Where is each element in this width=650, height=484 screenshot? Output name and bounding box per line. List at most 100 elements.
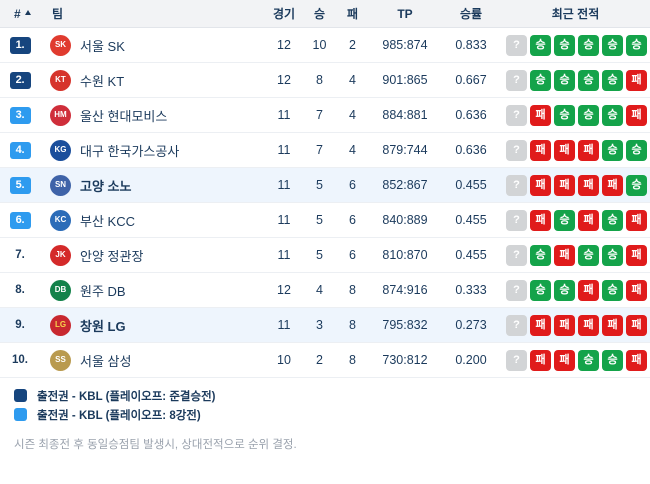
form-badge-win[interactable]: 승	[554, 69, 575, 91]
form-badge-loss[interactable]: 패	[530, 104, 551, 126]
table-row[interactable]: 2. KT 수원 KT 12 8 4 901:865 0.667? 승 승 승 승 패	[0, 63, 650, 98]
wins-value: 7	[316, 108, 323, 122]
form-badge-loss[interactable]: 패	[578, 279, 599, 301]
team-name: 대구 한국가스공사	[80, 143, 180, 159]
form-badge-win[interactable]: 승	[602, 104, 623, 126]
team-cell[interactable]: KC 부산 KCC	[40, 209, 265, 231]
form-badge-loss[interactable]: 패	[626, 279, 647, 301]
column-header-games[interactable]: 경기	[265, 0, 303, 28]
form-badge-win[interactable]: 승	[578, 349, 599, 371]
table-row[interactable]: 1. SK 서울 SK 12 10 2 985:874 0.833? 승 승 승 승 승	[0, 28, 650, 63]
form-badge-win[interactable]: 승	[554, 279, 575, 301]
column-header-win-pct[interactable]: 승률	[441, 0, 501, 28]
form-badge-loss[interactable]: 패	[626, 69, 647, 91]
form-badge-win[interactable]: 승	[578, 34, 599, 56]
form-badge-win[interactable]: 승	[530, 34, 551, 56]
form-badge-win[interactable]: 승	[626, 139, 647, 161]
form-badge-loss[interactable]: 패	[554, 174, 575, 196]
form-badge-unknown[interactable]: ?	[506, 279, 527, 301]
team-cell[interactable]: LG 창원 LG	[40, 314, 265, 336]
form-badge-loss[interactable]: 패	[626, 349, 647, 371]
form-badge-loss[interactable]: 패	[530, 314, 551, 336]
team-cell[interactable]: JK 안양 정관장	[40, 244, 265, 266]
column-header-wins-label: 승	[313, 7, 326, 21]
form-badge-win[interactable]: 승	[578, 104, 599, 126]
form-badge-loss[interactable]: 패	[554, 139, 575, 161]
games-value: 11	[277, 318, 291, 332]
tp-value: 884:881	[382, 108, 428, 122]
table-row[interactable]: 7. JK 안양 정관장 11 5 6 810:870 0.455? 승 패 승 승 패	[0, 238, 650, 273]
form-badge-win[interactable]: 승	[602, 139, 623, 161]
games-value: 12	[277, 73, 291, 87]
form-badge-loss[interactable]: 패	[530, 174, 551, 196]
column-header-team[interactable]: 팀	[40, 0, 265, 28]
form-badge-loss[interactable]: 패	[554, 244, 575, 266]
form-badge-loss[interactable]: 패	[626, 314, 647, 336]
form-badge-loss[interactable]: 패	[626, 244, 647, 266]
form-badge-win[interactable]: 승	[626, 34, 647, 56]
table-row[interactable]: 4. KG 대구 한국가스공사 11 7 4 879:744 0.636? 패 패 패 승 승	[0, 133, 650, 168]
form-badge-win[interactable]: 승	[602, 209, 623, 231]
form-badge-unknown[interactable]: ?	[506, 34, 527, 56]
team-cell[interactable]: DB 원주 DB	[40, 279, 265, 301]
form-badge-loss[interactable]: 패	[554, 349, 575, 371]
column-header-wins[interactable]: 승	[303, 0, 336, 28]
column-header-tp-label: TP	[397, 6, 413, 21]
table-row[interactable]: 10. SS 서울 삼성 10 2 8 730:812 0.200? 패 패 승 승 패	[0, 343, 650, 378]
form-badge-loss[interactable]: 패	[554, 314, 575, 336]
form-badge-unknown[interactable]: ?	[506, 314, 527, 336]
form-badge-loss[interactable]: 패	[602, 174, 623, 196]
form-badge-win[interactable]: 승	[626, 174, 647, 196]
table-row[interactable]: 3. HM 울산 현대모비스 11 7 4 884:881 0.636? 패 승 승 승 패	[0, 98, 650, 133]
form-badge-loss[interactable]: 패	[626, 104, 647, 126]
sort-ascending-arrow-icon[interactable]	[24, 10, 31, 15]
table-row[interactable]: 6. KC 부산 KCC 11 5 6 840:889 0.455? 패 승 패 승 패	[0, 203, 650, 238]
team-cell[interactable]: SS 서울 삼성	[40, 349, 265, 371]
form-badge-win[interactable]: 승	[578, 244, 599, 266]
form-badge-unknown[interactable]: ?	[506, 349, 527, 371]
team-name: 서울 SK	[80, 38, 125, 54]
form-badge-loss[interactable]: 패	[626, 209, 647, 231]
form-badge-unknown[interactable]: ?	[506, 69, 527, 91]
form-badge-win[interactable]: 승	[530, 69, 551, 91]
form-badge-win[interactable]: 승	[578, 69, 599, 91]
form-badge-win[interactable]: 승	[602, 69, 623, 91]
team-name: 창원 LG	[80, 318, 126, 334]
table-row[interactable]: 8. DB 원주 DB 12 4 8 874:916 0.333? 승 승 패 승 패	[0, 273, 650, 308]
form-badge-loss[interactable]: 패	[578, 314, 599, 336]
form-badge-win[interactable]: 승	[602, 34, 623, 56]
form-badge-unknown[interactable]: ?	[506, 174, 527, 196]
team-cell[interactable]: HM 울산 현대모비스	[40, 104, 265, 126]
form-badge-loss[interactable]: 패	[530, 209, 551, 231]
form-badge-loss[interactable]: 패	[602, 314, 623, 336]
column-header-tp[interactable]: TP	[369, 0, 441, 28]
form-badge-unknown[interactable]: ?	[506, 209, 527, 231]
team-name: 서울 삼성	[80, 353, 132, 369]
form-badge-unknown[interactable]: ?	[506, 104, 527, 126]
table-row[interactable]: 9. LG 창원 LG 11 3 8 795:832 0.273? 패 패 패 패 패	[0, 308, 650, 343]
form-badge-win[interactable]: 승	[554, 209, 575, 231]
form-badge-win[interactable]: 승	[554, 104, 575, 126]
form-badge-loss[interactable]: 패	[578, 209, 599, 231]
form-badge-win[interactable]: 승	[530, 244, 551, 266]
form-badge-unknown[interactable]: ?	[506, 139, 527, 161]
team-cell[interactable]: SK 서울 SK	[40, 34, 265, 56]
column-header-rank[interactable]: #	[0, 0, 40, 28]
form-badge-win[interactable]: 승	[602, 349, 623, 371]
column-header-losses[interactable]: 패	[336, 0, 369, 28]
table-row[interactable]: 5. SN 고양 소노 11 5 6 852:867 0.455? 패 패 패 패 승	[0, 168, 650, 203]
form-badge-win[interactable]: 승	[602, 279, 623, 301]
form-badge-win[interactable]: 승	[602, 244, 623, 266]
form-badge-loss[interactable]: 패	[578, 139, 599, 161]
form-badge-unknown[interactable]: ?	[506, 244, 527, 266]
form-badge-win[interactable]: 승	[554, 34, 575, 56]
team-cell[interactable]: SN 고양 소노	[40, 174, 265, 196]
tp-value: 852:867	[382, 178, 428, 192]
form-badge-win[interactable]: 승	[530, 279, 551, 301]
team-cell[interactable]: KT 수원 KT	[40, 69, 265, 91]
form-badge-loss[interactable]: 패	[578, 174, 599, 196]
form-badge-loss[interactable]: 패	[530, 139, 551, 161]
rank-cell: 5.	[0, 176, 40, 194]
team-cell[interactable]: KG 대구 한국가스공사	[40, 139, 265, 161]
form-badge-loss[interactable]: 패	[530, 349, 551, 371]
